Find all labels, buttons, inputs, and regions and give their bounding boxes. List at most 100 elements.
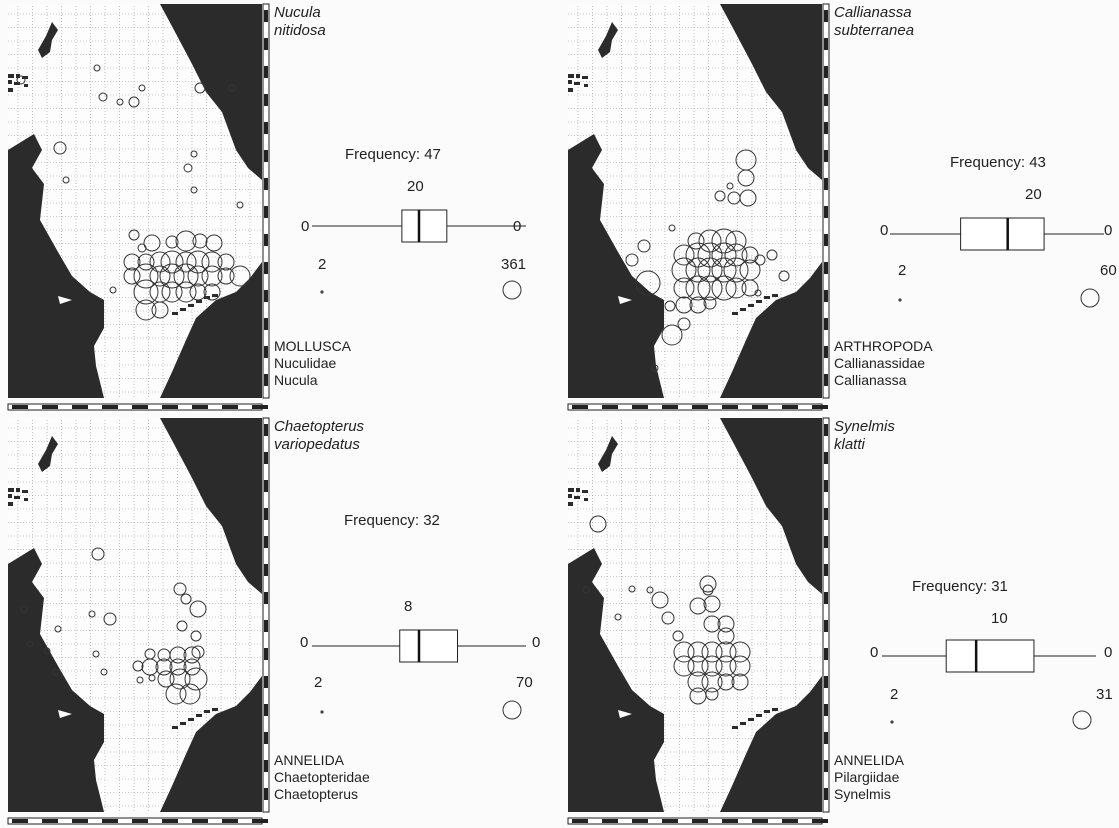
occurrence-circle [194, 82, 206, 94]
piers [663, 777, 679, 793]
occurrence-circle [725, 277, 747, 299]
occurrence-circle [53, 141, 67, 155]
occurrence-circle [697, 275, 723, 301]
occurrence-circle [149, 251, 171, 273]
harbour-block [212, 708, 218, 711]
occurrence-records [16, 64, 251, 321]
species-name: Synelmis klatti [834, 418, 895, 453]
harbour-block [180, 722, 186, 725]
frequency-label: Frequency: 31 [912, 578, 1008, 595]
piers [103, 777, 119, 793]
min-value-label: 2 [890, 686, 899, 703]
occurrence-circle [169, 646, 187, 664]
occurrence-circle [687, 671, 709, 693]
occurrence-circle [190, 186, 198, 194]
occurrence-circle [135, 299, 157, 321]
occurrence-circle [173, 263, 199, 289]
distribution-map [7, 417, 270, 825]
phylum: ANNELIDA [274, 752, 345, 768]
scale-tick [722, 819, 738, 823]
harbour-block [574, 496, 580, 499]
occurrence-circle [100, 668, 108, 676]
scale-tick [824, 234, 828, 246]
scale-tick [264, 318, 268, 330]
boxplot [882, 639, 1096, 730]
scale-tick [824, 178, 828, 190]
scale-tick [824, 10, 828, 22]
occurrence-circle [229, 265, 251, 287]
occurrence-circle [180, 593, 192, 605]
occurrence-circle [93, 64, 101, 72]
scale-tick [264, 592, 268, 604]
max-value-label: 361 [501, 256, 527, 273]
landmass-southeast [160, 262, 262, 398]
scale-tick [264, 290, 268, 302]
occurrence-circle [190, 150, 198, 158]
occurrence-circle [98, 92, 108, 102]
occurrence-circle [157, 670, 175, 688]
inlet-mark [618, 710, 632, 718]
occurrence-circle [175, 251, 197, 273]
piers [663, 363, 679, 379]
scale-tick [824, 424, 828, 436]
occurrence-circle [685, 275, 711, 301]
occurrence-circle [717, 673, 735, 691]
landmass-east [720, 418, 822, 594]
distribution-map [567, 417, 830, 825]
scale-tick [824, 150, 828, 162]
occurrence-circle [739, 189, 757, 207]
phylum: ARTHROPODA [834, 338, 933, 354]
occurrence-circle [189, 600, 207, 618]
occurrence-circle [637, 239, 651, 253]
occurrence-circle [161, 281, 183, 303]
whisker-right-label: 0 [1104, 644, 1113, 661]
scale-tick [824, 620, 828, 632]
harbour-block [732, 312, 738, 315]
scale-tick [824, 480, 828, 492]
median-label: 20 [1025, 186, 1042, 203]
scale-tick [824, 290, 828, 302]
inlet-mark [58, 296, 72, 304]
scale-tick [264, 760, 268, 772]
occurrence-circle [179, 683, 201, 705]
scale-tick [824, 262, 828, 274]
harbour-block [568, 74, 574, 78]
frequency-label: Frequency: 32 [344, 512, 440, 529]
species-name: Nucula nitidosa [274, 4, 326, 39]
inlet-mark [58, 710, 72, 718]
pier [663, 375, 679, 379]
occurrence-circle [715, 641, 737, 663]
scale-tick [662, 405, 678, 409]
landmass-west [568, 134, 664, 398]
max-size-symbol [502, 280, 522, 300]
occurrence-circle [137, 253, 155, 271]
harbour-block [772, 294, 778, 297]
occurrence-circle [151, 301, 169, 319]
occurrence-circle [703, 615, 721, 633]
occurrence-circle [635, 270, 661, 296]
occurrence-circle [711, 275, 737, 301]
occurrence-circle [203, 283, 221, 301]
scale-tick [572, 405, 588, 409]
harbour-block [756, 300, 762, 303]
median-label: 10 [991, 610, 1008, 627]
min-size-symbol [890, 720, 894, 724]
occurrence-circle [192, 233, 208, 249]
scale-tick [824, 592, 828, 604]
harbour-block [22, 490, 28, 493]
harbour-block [8, 494, 12, 498]
occurrence-circle [128, 96, 140, 108]
occurrence-circle [668, 224, 676, 232]
occurrence-circle [148, 674, 156, 682]
harbour-blocks-southeast [732, 708, 778, 729]
scale-tick [824, 648, 828, 660]
scale-tick [812, 819, 828, 823]
harbour-block [8, 74, 14, 78]
vertical-scale-ticks [264, 424, 268, 800]
scale-tick [264, 206, 268, 218]
occurrence-circle [217, 253, 235, 271]
frequency-label: Frequency: 43 [950, 154, 1046, 171]
occurrence-circle [165, 235, 179, 249]
occurrence-circle [754, 289, 762, 297]
max-value-label: 70 [516, 674, 533, 691]
